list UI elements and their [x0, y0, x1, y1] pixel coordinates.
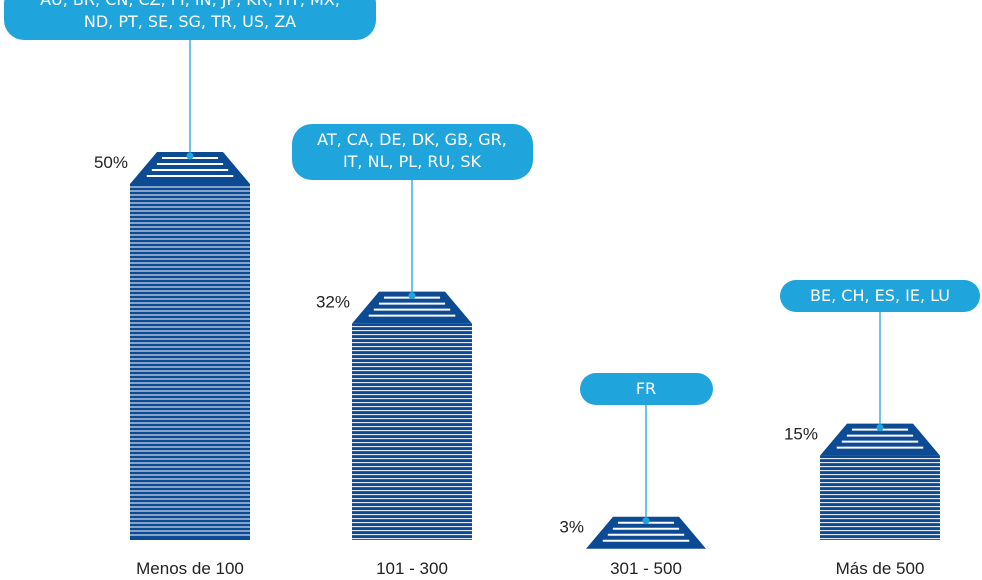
country-bubble-1: AU, BR, CN, CZ, FI, IN, JP, KR, HT, MX,N…	[4, 0, 376, 40]
category-label-2: 101 - 300	[376, 559, 448, 578]
country-line: FR	[635, 378, 657, 398]
bar-4	[820, 423, 940, 540]
connector-dot-3	[642, 517, 650, 525]
category-label-4: Más de 500	[836, 559, 925, 578]
bar-body	[820, 455, 940, 540]
value-label-1: 50%	[94, 153, 128, 172]
value-label-2: 32%	[316, 293, 350, 312]
country-line: ND, PT, SE, SG, TR, US, ZA	[83, 12, 297, 31]
category-label-3: 301 - 500	[610, 559, 682, 578]
country-line: AU, BR, CN, CZ, FI, IN, JP, KR, HT, MX,	[4, 0, 376, 11]
bar-3	[586, 516, 706, 549]
country-bubble-4: BE, CH, ES, IE, LU	[780, 279, 980, 312]
country-line: IT, NL, PL, RU, SK	[342, 151, 482, 171]
connector-dot-4	[876, 424, 884, 432]
bar-1	[130, 152, 250, 540]
value-label-4: 15%	[784, 425, 818, 444]
bar-body	[352, 323, 472, 540]
country-line: AT, CA, DE, DK, GB, GR,	[317, 129, 507, 149]
country-bubble-3: FR	[579, 372, 713, 405]
country-line: BE, CH, ES, IE, LU	[810, 285, 950, 305]
value-label-3: 3%	[559, 518, 584, 537]
bar-2	[352, 291, 472, 540]
connector-dot-2	[408, 292, 416, 300]
connector-dot-1	[186, 152, 194, 160]
country-bubble-2: AT, CA, DE, DK, GB, GR, IT, NL, PL, RU, S…	[291, 123, 533, 180]
category-label-1: Menos de 100	[136, 559, 244, 578]
